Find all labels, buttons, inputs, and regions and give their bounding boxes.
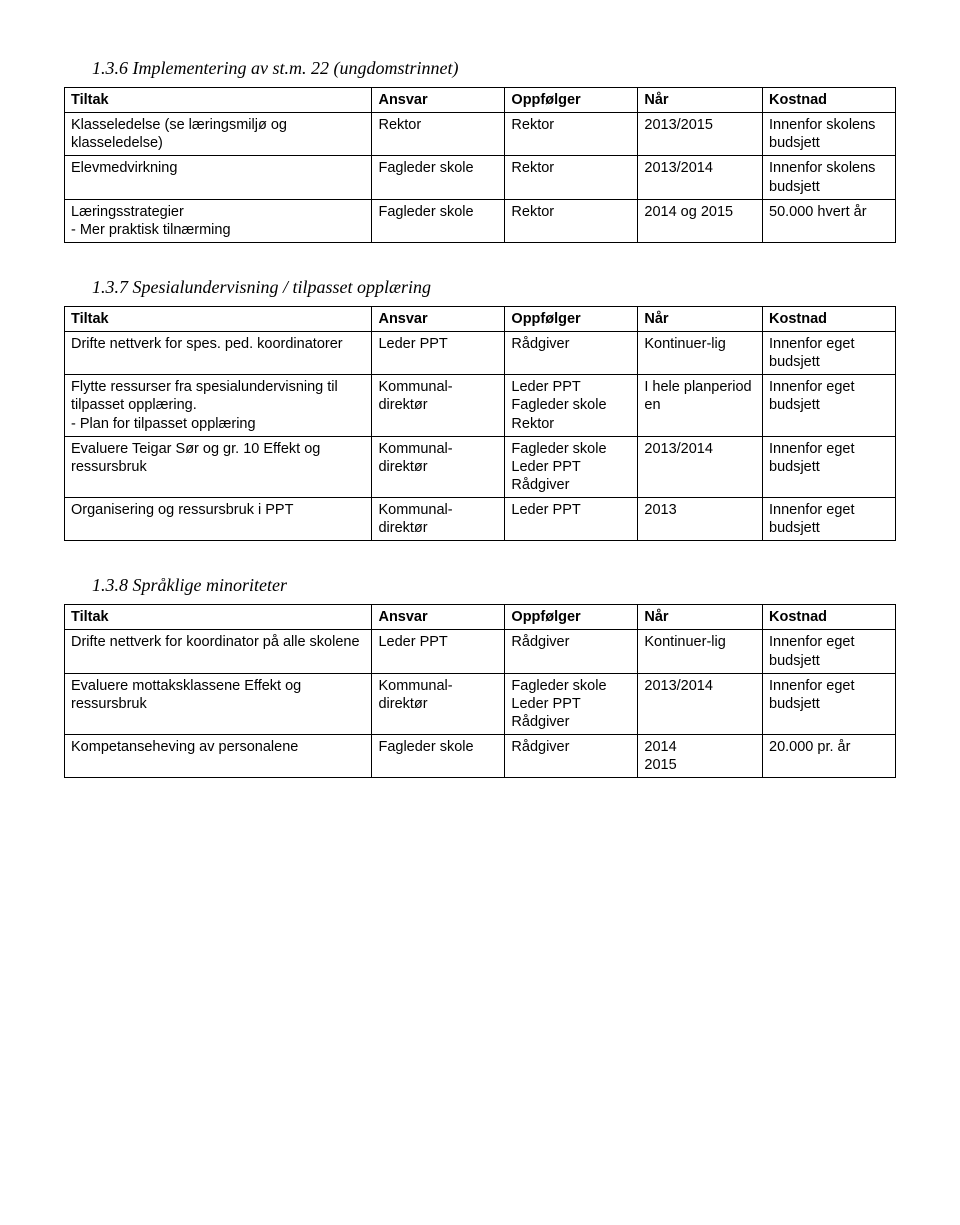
table-cell: Leder PPT xyxy=(372,630,505,673)
table-cell: 2013/2014 xyxy=(638,673,763,734)
table-cell: Kontinuer-lig xyxy=(638,630,763,673)
table-cell: Kontinuer-lig xyxy=(638,332,763,375)
table-cell: 50.000 hvert år xyxy=(763,199,896,242)
column-header: Oppfølger xyxy=(505,306,638,331)
table-cell: Klasseledelse (se læringsmiljø og klasse… xyxy=(65,113,372,156)
section-heading: 1.3.8 Språklige minoriteter xyxy=(92,575,896,596)
table-cell: Elevmedvirkning xyxy=(65,156,372,199)
table-row: Klasseledelse (se læringsmiljø og klasse… xyxy=(65,113,896,156)
table-row: Flytte ressurser fra spesialundervisning… xyxy=(65,375,896,436)
table-cell: Organisering og ressursbruk i PPT xyxy=(65,498,372,541)
table-cell: Fagleder skole xyxy=(372,156,505,199)
table-cell: Kompetanseheving av personalene xyxy=(65,735,372,778)
table-cell: Innenfor eget budsjett xyxy=(763,332,896,375)
column-header: Ansvar xyxy=(372,88,505,113)
table-cell: 2013/2014 xyxy=(638,156,763,199)
table-cell: Rektor xyxy=(505,199,638,242)
table-cell: 2014 og 2015 xyxy=(638,199,763,242)
table-cell: 2013 xyxy=(638,498,763,541)
table-cell: Rådgiver xyxy=(505,735,638,778)
column-header: Kostnad xyxy=(763,605,896,630)
table-cell: Læringsstrategier - Mer praktisk tilnærm… xyxy=(65,199,372,242)
data-table: TiltakAnsvarOppfølgerNårKostnad Drifte ne… xyxy=(64,306,896,541)
table-cell: Innenfor eget budsjett xyxy=(763,498,896,541)
table-row: Evaluere Teigar Sør og gr. 10 Effekt og … xyxy=(65,436,896,497)
column-header: Tiltak xyxy=(65,605,372,630)
table-cell: Rektor xyxy=(372,113,505,156)
section-heading: 1.3.7 Spesialundervisning / tilpasset op… xyxy=(92,277,896,298)
table-cell: Fagleder skole Leder PPT Rådgiver xyxy=(505,673,638,734)
table-cell: 2013/2015 xyxy=(638,113,763,156)
table-row: Organisering og ressursbruk i PPTKommuna… xyxy=(65,498,896,541)
table-cell: 20.000 pr. år xyxy=(763,735,896,778)
table-cell: Innenfor eget budsjett xyxy=(763,630,896,673)
table-cell: Drifte nettverk for koordinator på alle … xyxy=(65,630,372,673)
table-cell: Rektor xyxy=(505,113,638,156)
column-header: Tiltak xyxy=(65,306,372,331)
column-header: Kostnad xyxy=(763,306,896,331)
table-cell: Fagleder skole Leder PPT Rådgiver xyxy=(505,436,638,497)
column-header: Tiltak xyxy=(65,88,372,113)
table-cell: Rådgiver xyxy=(505,332,638,375)
table-cell: Leder PPT xyxy=(372,332,505,375)
table-cell: I hele planperiod en xyxy=(638,375,763,436)
table-cell: Fagleder skole xyxy=(372,735,505,778)
table-cell: Innenfor eget budsjett xyxy=(763,436,896,497)
table-cell: Drifte nettverk for spes. ped. koordinat… xyxy=(65,332,372,375)
column-header: Når xyxy=(638,88,763,113)
table-cell: Kommunal-direktør xyxy=(372,375,505,436)
table-cell: Innenfor skolens budsjett xyxy=(763,113,896,156)
table-cell: Rektor xyxy=(505,156,638,199)
column-header: Oppfølger xyxy=(505,88,638,113)
table-cell: 2013/2014 xyxy=(638,436,763,497)
section-heading: 1.3.6 Implementering av st.m. 22 (ungdom… xyxy=(92,58,896,79)
table-cell: Kommunal-direktør xyxy=(372,673,505,734)
table-cell: Kommunal-direktør xyxy=(372,498,505,541)
table-row: Kompetanseheving av personaleneFagleder … xyxy=(65,735,896,778)
data-table: TiltakAnsvarOppfølgerNårKostnad Drifte ne… xyxy=(64,604,896,778)
table-cell: Flytte ressurser fra spesialundervisning… xyxy=(65,375,372,436)
document-body: 1.3.6 Implementering av st.m. 22 (ungdom… xyxy=(64,58,896,778)
table-cell: Rådgiver xyxy=(505,630,638,673)
table-cell: Innenfor skolens budsjett xyxy=(763,156,896,199)
table-row: Drifte nettverk for koordinator på alle … xyxy=(65,630,896,673)
table-row: Drifte nettverk for spes. ped. koordinat… xyxy=(65,332,896,375)
data-table: TiltakAnsvarOppfølgerNårKostnad Klasseled… xyxy=(64,87,896,243)
table-cell: Kommunal-direktør xyxy=(372,436,505,497)
table-cell: Innenfor eget budsjett xyxy=(763,375,896,436)
column-header: Kostnad xyxy=(763,88,896,113)
table-row: Læringsstrategier - Mer praktisk tilnærm… xyxy=(65,199,896,242)
column-header: Når xyxy=(638,605,763,630)
table-cell: Fagleder skole xyxy=(372,199,505,242)
table-row: Evaluere mottaksklassene Effekt og ressu… xyxy=(65,673,896,734)
table-row: ElevmedvirkningFagleder skoleRektor2013/… xyxy=(65,156,896,199)
table-cell: Leder PPT xyxy=(505,498,638,541)
column-header: Når xyxy=(638,306,763,331)
table-cell: Innenfor eget budsjett xyxy=(763,673,896,734)
table-cell: 2014 2015 xyxy=(638,735,763,778)
table-cell: Leder PPT Fagleder skole Rektor xyxy=(505,375,638,436)
column-header: Oppfølger xyxy=(505,605,638,630)
table-cell: Evaluere Teigar Sør og gr. 10 Effekt og … xyxy=(65,436,372,497)
column-header: Ansvar xyxy=(372,306,505,331)
table-cell: Evaluere mottaksklassene Effekt og ressu… xyxy=(65,673,372,734)
column-header: Ansvar xyxy=(372,605,505,630)
